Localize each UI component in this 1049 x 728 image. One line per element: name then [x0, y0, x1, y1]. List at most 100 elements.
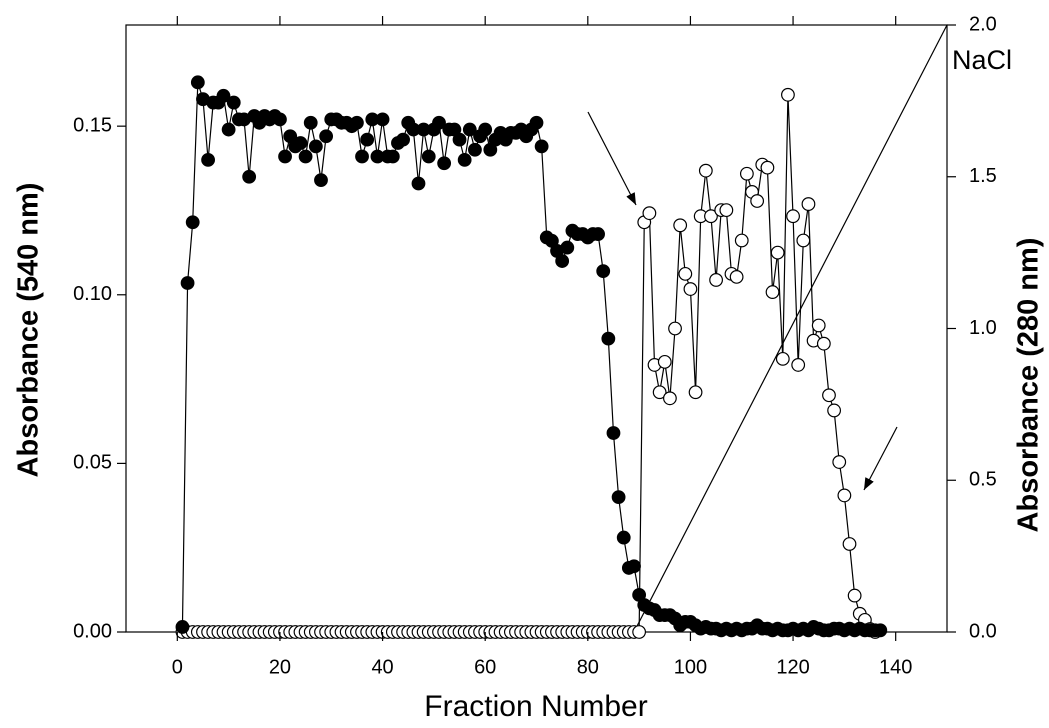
x-tick-label: 60 [474, 656, 496, 678]
filled-point [308, 139, 323, 154]
filled-point [180, 276, 195, 290]
series-line [182, 94, 876, 633]
filled-point [627, 559, 641, 574]
filled-point [375, 112, 390, 127]
open-point [770, 245, 785, 260]
filled-point [452, 132, 467, 147]
open-point [791, 358, 806, 372]
x-tick-label: 140 [879, 656, 912, 678]
open-point [739, 166, 754, 181]
y2-tick-label: 0.0 [969, 620, 997, 642]
y-axis-title: Absorbance (540 nm) [13, 183, 45, 478]
filled-point [534, 139, 549, 154]
filled-point [596, 264, 611, 279]
open-point [734, 233, 749, 248]
open-point [832, 455, 847, 469]
y-tick-label: 0.00 [73, 620, 112, 642]
filled-point [293, 136, 308, 150]
series-line [633, 24, 948, 633]
filled-point [606, 426, 621, 440]
filled-point [273, 112, 287, 127]
filled-point [478, 122, 493, 137]
filled-point [175, 620, 190, 634]
filled-point [555, 254, 570, 268]
filled-point [185, 215, 200, 230]
open-point [811, 318, 826, 333]
filled-point [591, 227, 605, 241]
open-point [775, 351, 790, 366]
y2-tick-label: 2.0 [969, 13, 997, 35]
filled-point [350, 115, 364, 130]
x-tick-label: 100 [674, 656, 707, 678]
filled-point [303, 115, 318, 130]
marks [175, 24, 948, 639]
filled-point [226, 95, 241, 110]
filled-point [560, 240, 575, 255]
filled-point [601, 331, 616, 346]
y-tick-label: 0.15 [73, 114, 112, 136]
x-tick-label: 120 [776, 656, 809, 678]
open-point [698, 163, 713, 178]
open-point [765, 285, 780, 299]
y-tick-label: 0.10 [73, 283, 112, 305]
filled-point [457, 152, 472, 167]
filled-point [278, 149, 292, 164]
x-tick-label: 80 [577, 656, 599, 678]
filled-point [411, 176, 426, 191]
open-point [837, 488, 852, 503]
x-tick-label: 0 [172, 656, 183, 678]
filled-point [611, 490, 626, 505]
filled-point [385, 149, 400, 164]
x-axis-title: Fraction Number [424, 690, 647, 723]
open-point [704, 209, 718, 224]
filled-point [529, 115, 544, 130]
filled-point [319, 129, 334, 144]
y2-tick-label: 1.5 [969, 165, 997, 187]
open-point [683, 282, 698, 296]
filled-point [360, 132, 375, 147]
open-point [668, 321, 682, 336]
filled-point [355, 149, 369, 164]
open-point [673, 218, 688, 233]
filled-point [462, 122, 477, 137]
arrow [587, 111, 637, 206]
open-point [688, 385, 703, 400]
filled-point [216, 88, 231, 103]
x-tick-label: 40 [371, 656, 393, 678]
x-tick-label: 20 [269, 656, 291, 678]
filled-point [190, 75, 205, 90]
open-point [827, 403, 842, 418]
open-point [847, 588, 862, 603]
filled-point [314, 173, 328, 188]
filled-point [242, 169, 257, 184]
open-point [781, 87, 795, 102]
open-point [801, 197, 816, 211]
arrow [863, 426, 898, 491]
open-point [709, 273, 723, 287]
open-point [632, 625, 647, 639]
filled-point [468, 142, 482, 157]
filled-point [221, 122, 236, 137]
open-point [842, 537, 857, 551]
nacl-label: NaCl [952, 45, 1012, 75]
open-point [750, 194, 765, 208]
filled-point [201, 152, 216, 167]
filled-point [873, 623, 888, 638]
open-point [719, 203, 734, 218]
y-tick-label: 0.05 [73, 452, 112, 474]
open-point [663, 391, 677, 406]
open-point [642, 206, 657, 221]
open-point [760, 160, 775, 175]
open-point [652, 385, 667, 400]
filled-point [616, 530, 631, 545]
y2-axis-title: Absorbance (280 nm) [1013, 238, 1045, 533]
filled-point [421, 149, 436, 164]
filled-point [298, 149, 313, 164]
open-point [657, 354, 672, 369]
filled-point [437, 156, 452, 171]
y2-tick-label: 0.5 [969, 469, 997, 491]
open-point [796, 233, 811, 248]
filled-point [396, 132, 410, 147]
open-point [729, 270, 744, 284]
